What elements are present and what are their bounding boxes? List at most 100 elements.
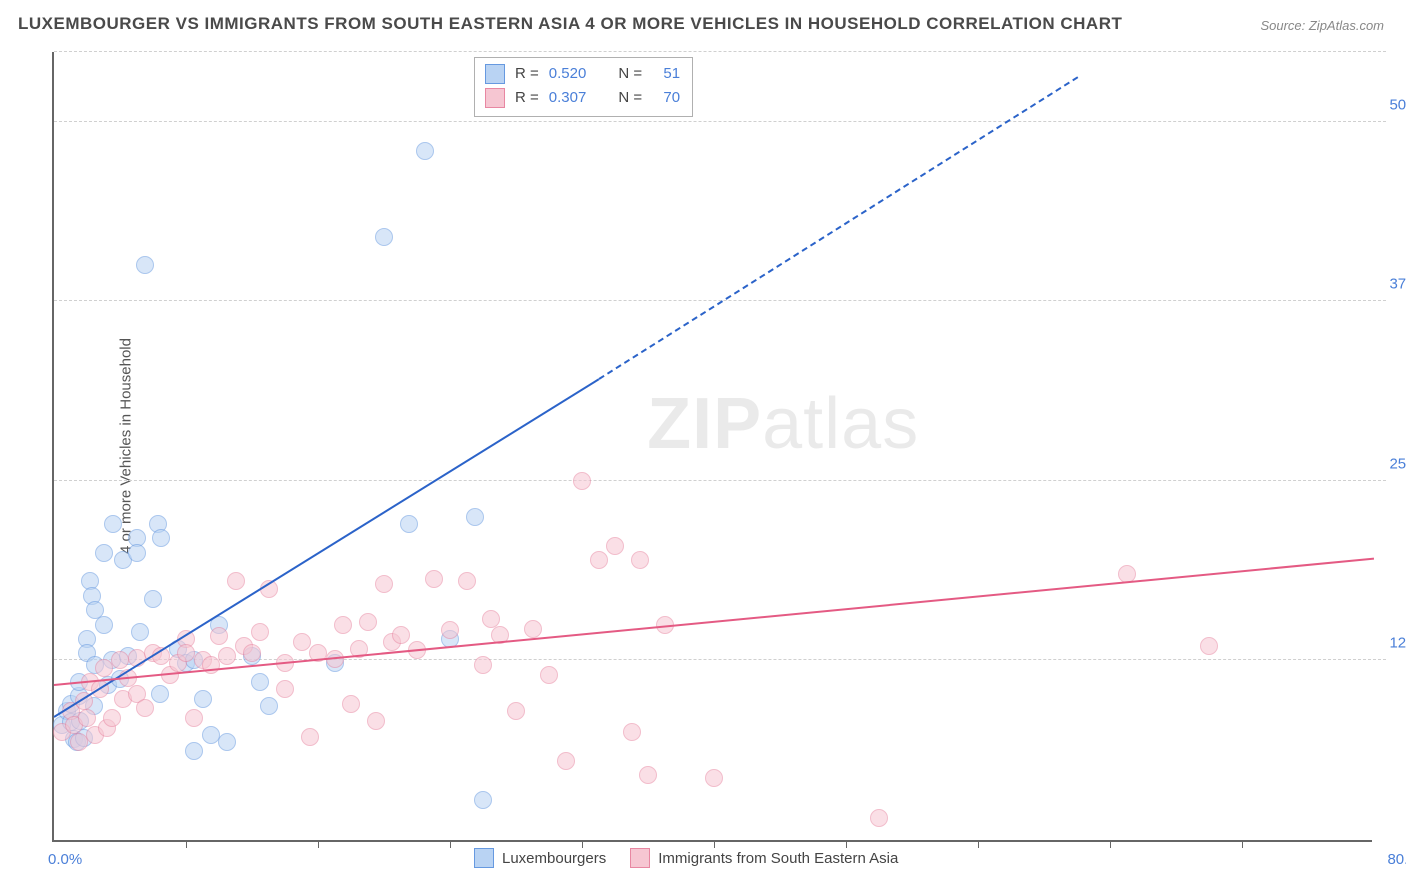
chart-title: LUXEMBOURGER VS IMMIGRANTS FROM SOUTH EA… <box>18 14 1122 34</box>
data-point <box>705 769 723 787</box>
x-tick <box>1242 840 1243 848</box>
source-attribution: Source: ZipAtlas.com <box>1260 18 1384 33</box>
data-point <box>359 613 377 631</box>
data-point <box>260 697 278 715</box>
data-point <box>416 142 434 160</box>
data-point <box>425 570 443 588</box>
data-point <box>293 633 311 651</box>
x-tick <box>846 840 847 848</box>
data-point <box>870 809 888 827</box>
stats-r-label: R = <box>515 62 539 86</box>
trend-line <box>54 558 1374 686</box>
x-tick <box>318 840 319 848</box>
legend-swatch <box>474 848 494 868</box>
x-tick <box>582 840 583 848</box>
data-point <box>334 616 352 634</box>
data-point <box>144 590 162 608</box>
data-point <box>185 709 203 727</box>
data-point <box>95 659 113 677</box>
stats-r-label: R = <box>515 86 539 110</box>
data-point <box>227 572 245 590</box>
data-point <box>243 644 261 662</box>
series-legend: Luxembourgers Immigrants from South Easte… <box>474 848 898 868</box>
data-point <box>623 723 641 741</box>
legend-item: Immigrants from South Eastern Asia <box>630 848 898 868</box>
x-tick <box>1110 840 1111 848</box>
data-point <box>375 575 393 593</box>
data-point <box>1200 637 1218 655</box>
data-point <box>152 529 170 547</box>
data-point <box>557 752 575 770</box>
gridline <box>54 51 1386 52</box>
gridline <box>54 121 1386 122</box>
data-point <box>606 537 624 555</box>
x-tick <box>714 840 715 848</box>
data-point <box>177 644 195 662</box>
data-point <box>466 508 484 526</box>
data-point <box>218 733 236 751</box>
data-point <box>441 621 459 639</box>
stats-n-value: 70 <box>652 86 680 110</box>
data-point <box>590 551 608 569</box>
data-point <box>276 680 294 698</box>
data-point <box>151 685 169 703</box>
data-point <box>301 728 319 746</box>
data-point <box>128 544 146 562</box>
legend-label: Luxembourgers <box>502 850 606 867</box>
y-tick-label: 12.5% <box>1376 635 1406 652</box>
data-point <box>95 616 113 634</box>
x-tick <box>450 840 451 848</box>
stats-r-value: 0.520 <box>549 62 587 86</box>
data-point <box>202 726 220 744</box>
data-point <box>367 712 385 730</box>
stats-legend-box: R = 0.520 N = 51R = 0.307 N = 70 <box>474 57 693 117</box>
data-point <box>136 699 154 717</box>
data-point <box>218 647 236 665</box>
data-point <box>631 551 649 569</box>
trend-line <box>598 77 1078 380</box>
data-point <box>400 515 418 533</box>
y-tick-label: 25.0% <box>1376 455 1406 472</box>
stats-row: R =0.520N =51 <box>485 62 680 86</box>
stats-row: R = 0.307 N = 70 <box>485 86 680 110</box>
data-point <box>375 228 393 246</box>
y-tick-label: 50.0% <box>1376 96 1406 113</box>
data-point <box>474 791 492 809</box>
legend-label: Immigrants from South Eastern Asia <box>658 850 898 867</box>
data-point <box>474 656 492 674</box>
data-point <box>458 572 476 590</box>
scatter-plot: 4 or more Vehicles in Household 12.5%25.… <box>52 52 1372 842</box>
data-point <box>342 695 360 713</box>
data-point <box>573 472 591 490</box>
data-point <box>524 620 542 638</box>
stats-n-value: 51 <box>652 62 680 86</box>
x-axis-max-label: 80.0% <box>1387 851 1406 868</box>
stats-r-value: 0.307 <box>549 86 587 110</box>
data-point <box>210 627 228 645</box>
data-point <box>639 766 657 784</box>
data-point <box>131 623 149 641</box>
data-point <box>540 666 558 684</box>
data-point <box>251 623 269 641</box>
data-point <box>392 626 410 644</box>
plot-area: 12.5%25.0%37.5%50.0% <box>54 52 1372 840</box>
data-point <box>136 256 154 274</box>
data-point <box>78 709 96 727</box>
stats-swatch <box>485 64 505 84</box>
data-point <box>70 733 88 751</box>
y-tick-label: 37.5% <box>1376 276 1406 293</box>
data-point <box>251 673 269 691</box>
data-point <box>194 690 212 708</box>
x-axis-min-label: 0.0% <box>48 851 82 868</box>
stats-n-label: N = <box>618 86 642 110</box>
x-tick <box>978 840 979 848</box>
legend-swatch <box>630 848 650 868</box>
data-point <box>185 742 203 760</box>
data-point <box>111 651 129 669</box>
legend-item: Luxembourgers <box>474 848 606 868</box>
data-point <box>104 515 122 533</box>
data-point <box>95 544 113 562</box>
x-tick <box>186 840 187 848</box>
gridline <box>54 480 1386 481</box>
data-point <box>507 702 525 720</box>
